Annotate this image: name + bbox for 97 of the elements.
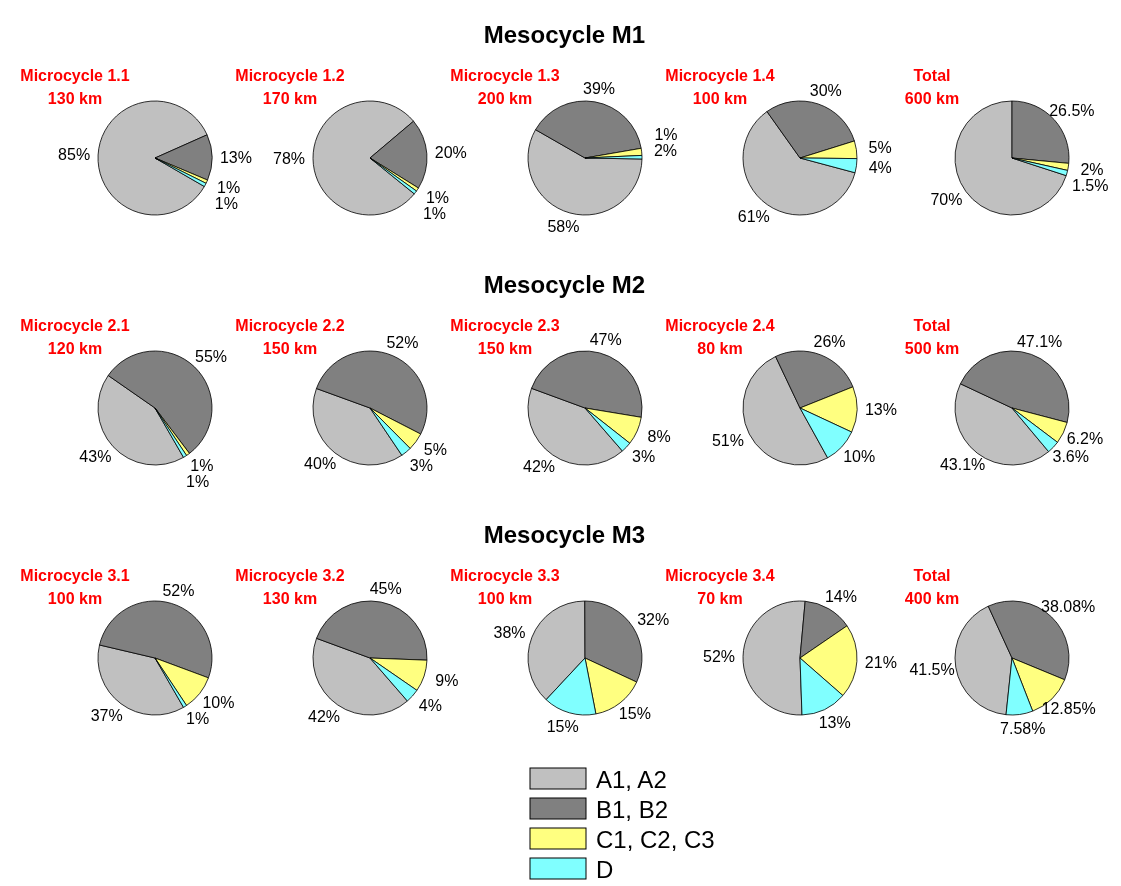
data-label: 52% xyxy=(386,334,419,352)
data-label: 13% xyxy=(864,401,897,419)
chart-title: Microcycle 2.2 xyxy=(235,317,345,334)
chart-title: Microcycle 1.2 xyxy=(235,67,345,84)
chart-subtitle: 70 km xyxy=(697,590,743,607)
text: Mesocycle M2 xyxy=(483,271,646,298)
data-label: 12.85% xyxy=(1041,700,1096,718)
data-label: 1% xyxy=(186,473,210,491)
data-label: 7.58% xyxy=(1000,719,1046,737)
chart-title: Microcycle 3.4 xyxy=(665,567,775,584)
chart-subtitle: 80 km xyxy=(697,340,743,357)
data-label: 9% xyxy=(435,671,459,689)
data-label: 15% xyxy=(618,705,651,723)
chart-title: Microcycle 2.3 xyxy=(450,317,560,334)
chart-subtitle: 170 km xyxy=(262,90,318,107)
data-label: 13% xyxy=(219,148,253,166)
text: Mesocycle M1 xyxy=(483,21,646,48)
data-label: 38% xyxy=(493,623,526,641)
data-label: 4% xyxy=(418,696,442,714)
chart-subtitle: 500 km xyxy=(904,340,960,357)
data-label: 40% xyxy=(304,455,337,473)
text: 130 km xyxy=(262,590,318,607)
data-label: 39% xyxy=(583,79,616,97)
data-label: 85% xyxy=(58,145,91,163)
chart-title: Microcycle 2.4 xyxy=(665,317,775,334)
data-label: 43.1% xyxy=(939,455,986,473)
data-label: 52% xyxy=(703,647,736,665)
data-label: 10% xyxy=(843,447,876,465)
legend-label: A1, A2 xyxy=(596,765,667,793)
chart-title: Total xyxy=(913,317,951,334)
chart-title: Microcycle 1.1 xyxy=(20,67,130,84)
data-label: 41.5% xyxy=(909,660,955,678)
data-label: 5% xyxy=(423,441,447,459)
data-label: 47% xyxy=(589,330,622,348)
legend-label: B1, B2 xyxy=(596,795,669,823)
data-label: 4% xyxy=(868,159,892,177)
chart-title: Microcycle 1.4 xyxy=(665,67,775,84)
chart-subtitle: 150 km xyxy=(262,340,318,357)
data-label: 1% xyxy=(186,709,210,727)
data-label: 21% xyxy=(864,653,897,671)
data-label: 26.5% xyxy=(1049,101,1095,119)
data-label: 51% xyxy=(711,431,744,449)
data-label: 32% xyxy=(637,611,670,629)
data-label: 1% xyxy=(425,188,450,206)
data-label: 8% xyxy=(647,428,671,446)
chart-title: Microcycle 2.1 xyxy=(20,317,130,334)
data-label: 78% xyxy=(272,150,306,168)
data-label: 6.2% xyxy=(1066,430,1104,448)
chart-subtitle: 400 km xyxy=(904,590,960,607)
chart-subtitle: 150 km xyxy=(477,340,533,357)
text: 200 km xyxy=(477,90,533,107)
data-label: 20% xyxy=(434,144,467,162)
data-label: 13% xyxy=(818,713,851,731)
data-label: 1% xyxy=(190,457,214,475)
text: Mesocycle M3 xyxy=(483,521,646,548)
data-label: 14% xyxy=(824,588,857,606)
data-label: 3% xyxy=(409,457,433,475)
data-label: 2% xyxy=(1080,160,1104,178)
data-label: 5% xyxy=(868,139,892,157)
data-label: 30% xyxy=(809,82,842,100)
data-label: 47.1% xyxy=(1016,332,1063,350)
data-label: 1.5% xyxy=(1071,176,1109,194)
data-label: 61% xyxy=(737,207,770,225)
data-label: 15% xyxy=(546,717,579,735)
data-label: 37% xyxy=(90,706,123,724)
data-label: 52% xyxy=(162,581,195,599)
data-label: 1% xyxy=(654,125,678,143)
data-label: 45% xyxy=(369,579,402,597)
data-label: 42% xyxy=(522,457,556,475)
data-label: 3% xyxy=(632,448,656,466)
chart-subtitle: 130 km xyxy=(47,90,103,107)
data-label: 26% xyxy=(813,333,846,351)
chart-subtitle: 100 km xyxy=(47,590,103,607)
data-label: 1% xyxy=(422,204,447,222)
chart-title: Microcycle 3.3 xyxy=(450,567,560,584)
data-label: 1% xyxy=(217,179,241,197)
data-label: 38.08% xyxy=(1041,598,1096,616)
legend-label: D xyxy=(596,855,614,883)
data-label: 1% xyxy=(214,195,238,213)
data-label: 2% xyxy=(653,141,678,159)
chart-subtitle: 100 km xyxy=(477,590,533,607)
data-label: 55% xyxy=(195,348,228,366)
chart-title: Microcycle 3.2 xyxy=(235,567,345,584)
chart-subtitle: 120 km xyxy=(47,340,103,357)
chart-title: Total xyxy=(913,67,951,84)
chart-title: Total xyxy=(913,567,951,584)
data-label: 3.6% xyxy=(1052,448,1089,466)
chart-subtitle: 600 km xyxy=(904,90,960,107)
data-label: 42% xyxy=(307,707,341,725)
chart-title: Microcycle 3.1 xyxy=(20,567,130,584)
data-label: 70% xyxy=(930,191,963,209)
data-label: 43% xyxy=(79,447,112,465)
data-label: 58% xyxy=(547,217,580,235)
chart-title: Microcycle 1.3 xyxy=(450,67,560,84)
chart-subtitle: 100 km xyxy=(692,90,748,107)
data-label: 10% xyxy=(202,693,235,711)
legend-label: C1, C2, C3 xyxy=(596,825,715,853)
